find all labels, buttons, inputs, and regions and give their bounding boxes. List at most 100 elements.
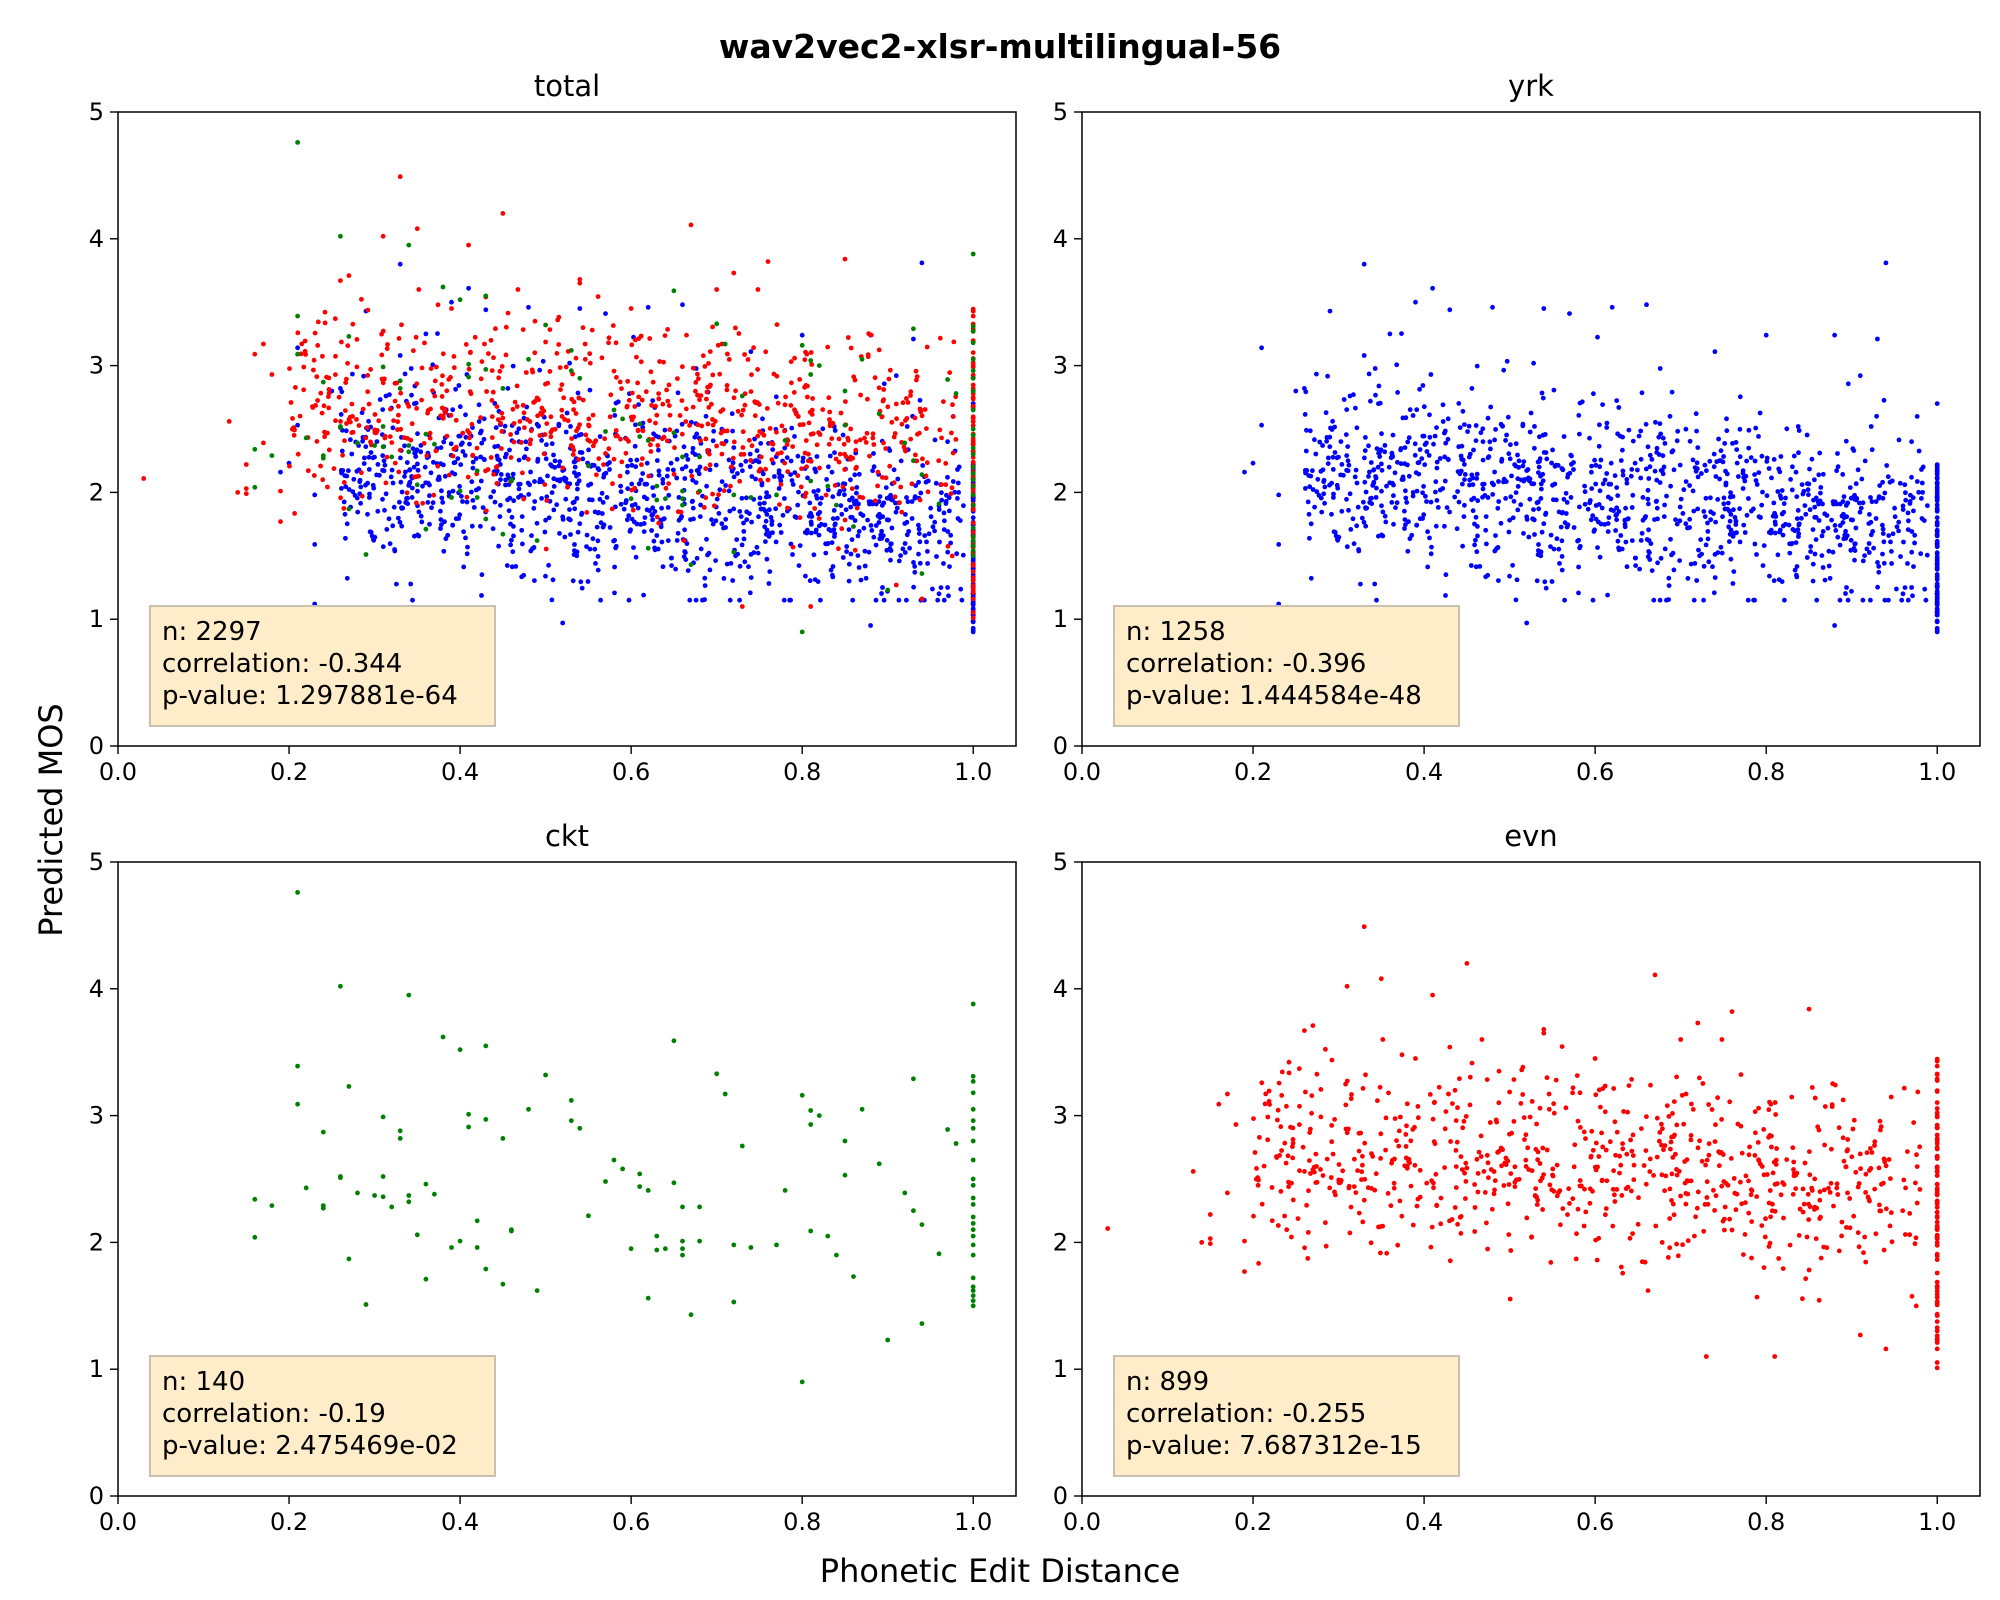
scatter-point [1639,530,1645,536]
scatter-point [945,549,951,555]
scatter-point [733,553,738,559]
scatter-point [432,378,438,384]
scatter-point [491,489,496,494]
scatter-point [1306,511,1312,517]
scatter-point [1590,513,1596,519]
scatter-point [734,537,740,542]
scatter-point [1754,482,1760,487]
scatter-point [1363,1072,1368,1078]
scatter-point [1858,505,1864,511]
scatter-point [320,353,325,359]
scatter-point [1480,457,1486,463]
scatter-point [1466,423,1472,429]
scatter-point [665,505,671,510]
scatter-point [764,490,769,495]
scatter-point [713,462,719,468]
scatter-point [1254,1166,1259,1171]
y-tick-label: 5 [89,848,104,876]
scatter-point [1845,1190,1850,1196]
scatter-point [970,477,976,483]
scatter-point [1644,1114,1649,1120]
scatter-point [532,350,538,356]
scatter-point [848,514,854,520]
scatter-point [655,443,661,448]
scatter-point [800,455,806,461]
scatter-point [1654,1154,1660,1160]
scatter-point [871,442,877,447]
scatter-point [1740,486,1746,491]
scatter-point [1632,555,1638,561]
scatter-point [1413,299,1418,305]
scatter-point [1818,1214,1823,1220]
scatter-point [1916,489,1922,495]
scatter-point [731,1299,737,1305]
scatter-point [1882,490,1888,496]
scatter-point [407,467,412,473]
scatter-point [1673,517,1678,523]
scatter-point [349,451,355,457]
scatter-point [499,364,505,369]
scatter-point [1343,1126,1349,1132]
scatter-point [1276,1080,1282,1086]
stats-pvalue: p-value: 1.297881e-64 [162,681,458,711]
scatter-point [842,1138,848,1144]
scatter-point [1407,407,1413,413]
scatter-point [278,488,283,494]
scatter-point [478,376,484,382]
scatter-point [1805,481,1810,487]
scatter-point [1770,1170,1776,1176]
scatter-point [863,575,869,581]
y-tick-label: 0 [1053,732,1068,760]
scatter-point [1538,496,1544,501]
scatter-point [430,362,436,368]
scatter-point [537,367,543,373]
scatter-point [773,539,779,545]
scatter-point [1573,1256,1579,1262]
scatter-point [970,587,976,593]
scatter-point [1410,413,1416,418]
scatter-point [1463,1160,1469,1166]
scatter-point [1599,1130,1604,1136]
scatter-point [554,351,560,356]
scatter-point [1596,443,1602,449]
scatter-point [823,541,828,547]
scatter-point [863,440,869,445]
scatter-point [532,479,537,484]
scatter-point [1790,464,1795,470]
scatter-point [887,448,893,453]
scatter-point [1808,549,1813,554]
scatter-point [795,453,801,459]
scatter-point [1446,1091,1451,1097]
scatter-point [1753,425,1759,431]
scatter-point [590,412,596,418]
scatter-point [710,491,715,497]
scatter-point [430,388,435,393]
scatter-point [1805,1191,1811,1197]
scatter-point [455,456,461,461]
scatter-point [793,411,799,417]
scatter-point [497,368,503,374]
scatter-point [847,497,852,503]
scatter-point [1581,1223,1587,1229]
scatter-point [509,514,515,520]
scatter-point [1757,1161,1763,1167]
scatter-point [508,455,514,460]
scatter-point [1791,1167,1796,1172]
scatter-point [1691,597,1697,603]
scatter-point [354,417,359,422]
scatter-point [412,533,417,539]
scatter-point [1361,261,1367,267]
scatter-point [760,416,765,422]
scatter-point [858,577,864,583]
scatter-point [1603,1147,1609,1153]
scatter-point [1316,493,1322,498]
scatter-point [624,403,630,409]
scatter-point [679,431,685,437]
scatter-point [1472,521,1477,527]
scatter-point [1462,462,1467,467]
scatter-point [528,548,534,554]
scatter-point [1821,1187,1827,1193]
scatter-point [1679,1092,1685,1098]
scatter-point [1343,1081,1348,1087]
scatter-point [674,456,680,462]
